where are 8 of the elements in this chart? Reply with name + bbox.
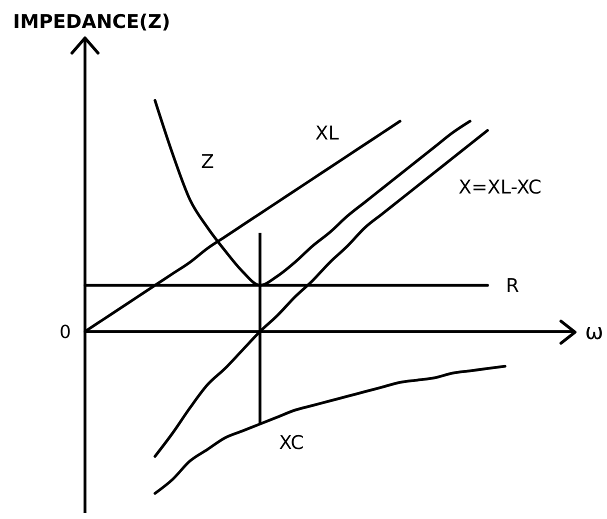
series-label: X=XL-XC bbox=[458, 176, 542, 198]
x-axis-title: ω bbox=[585, 320, 604, 345]
series-label: Z bbox=[200, 150, 214, 173]
y-axis-title: IMPEDANCE(Z) bbox=[13, 11, 170, 33]
series-label: R bbox=[506, 274, 520, 297]
series-label: XC bbox=[279, 432, 304, 454]
series-label: XL bbox=[315, 122, 340, 145]
text: 0 bbox=[60, 322, 71, 343]
